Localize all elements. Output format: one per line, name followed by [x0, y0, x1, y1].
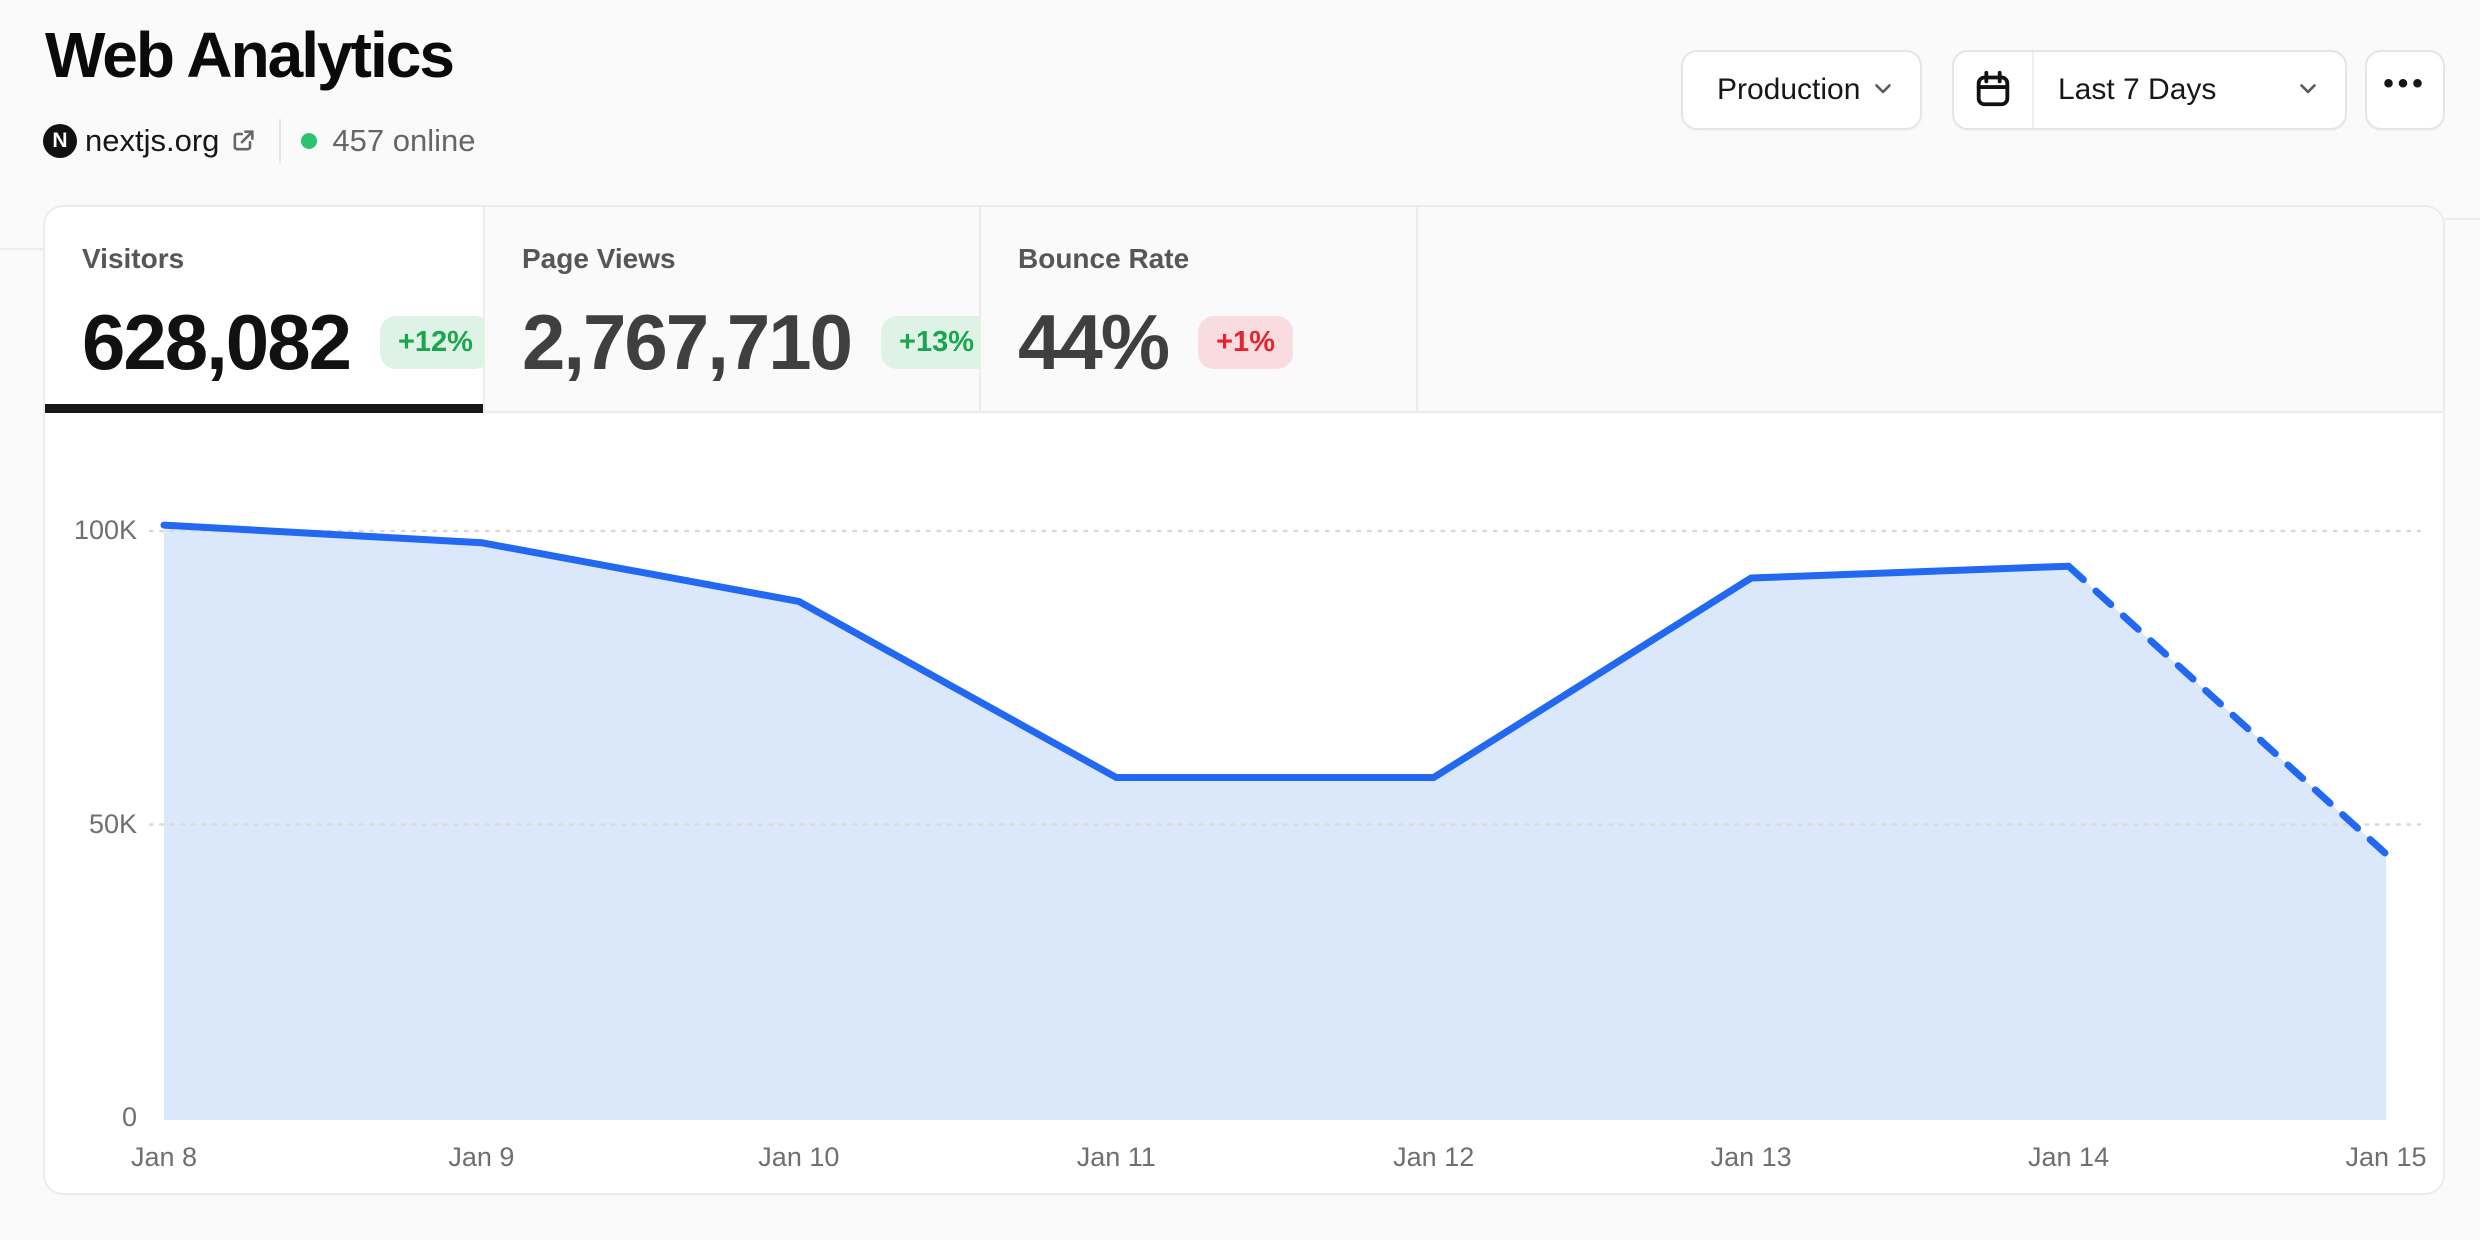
page-title: Web Analytics — [45, 19, 455, 91]
calendar-button[interactable] — [1954, 52, 2034, 128]
environment-dropdown-label: Production — [1717, 73, 1861, 106]
stat-delta-badge: +12% — [379, 316, 491, 369]
stat-value: 2,767,710 — [522, 298, 853, 386]
stat-value: 44% — [1018, 298, 1170, 386]
stat-delta-badge: +13% — [881, 316, 992, 369]
analytics-panel: Visitors 628,082 +12% Page Views 2,767,7… — [43, 205, 2445, 1195]
online-count: 457 online — [332, 123, 476, 158]
stats-tab-row: Visitors 628,082 +12% Page Views 2,767,7… — [45, 207, 2443, 413]
more-options-button[interactable]: ••• — [2365, 50, 2445, 130]
site-row: N nextjs.org 457 online — [43, 118, 475, 164]
tab-visitors[interactable]: Visitors 628,082 +12% — [45, 207, 491, 413]
date-range-dropdown[interactable]: Last 7 Days — [2034, 73, 2345, 107]
tab-page-views[interactable]: Page Views 2,767,710 +13% — [485, 207, 992, 411]
date-range-label: Last 7 Days — [2058, 73, 2217, 106]
tab-row-filler — [1418, 207, 2443, 411]
environment-dropdown[interactable]: Production — [1681, 50, 1922, 130]
stat-value: 628,082 — [82, 298, 352, 386]
chevron-down-icon — [1870, 75, 1896, 106]
divider — [279, 119, 282, 163]
calendar-icon — [1972, 67, 2014, 114]
stat-label: Visitors — [82, 243, 185, 274]
stat-label: Bounce Rate — [1018, 243, 1190, 274]
edge-guide-line — [0, 248, 43, 250]
stat-delta-badge: +1% — [1198, 316, 1293, 369]
online-status-dot — [301, 133, 318, 149]
site-domain-link[interactable]: nextjs.org — [85, 123, 220, 158]
date-range-picker[interactable]: Last 7 Days — [1952, 50, 2347, 130]
ellipsis-icon: ••• — [2383, 67, 2427, 100]
tab-bounce-rate[interactable]: Bounce Rate 44% +1% — [981, 207, 1418, 411]
stat-label: Page Views — [522, 243, 676, 274]
external-link-icon[interactable] — [229, 127, 257, 155]
chevron-down-icon — [2295, 75, 2321, 106]
nextjs-logo-icon: N — [43, 124, 77, 158]
edge-guide-line — [2445, 218, 2480, 220]
